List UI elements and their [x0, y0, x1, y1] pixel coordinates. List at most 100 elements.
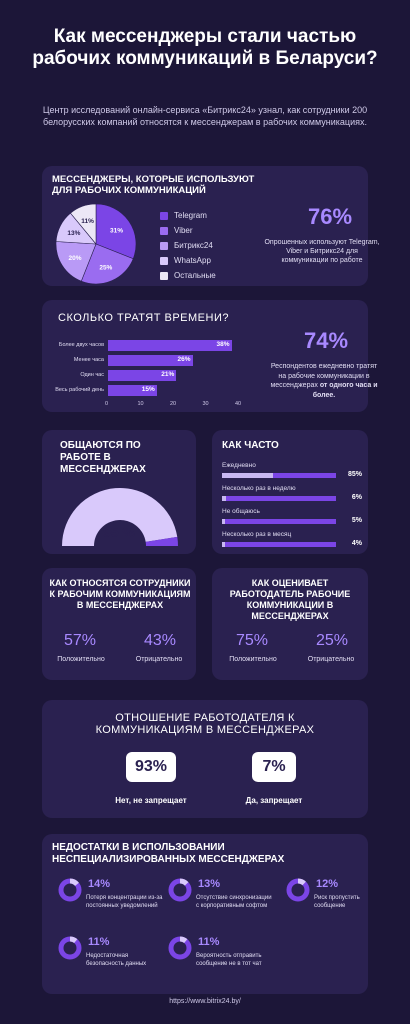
pie-slice-3	[55, 241, 97, 282]
pie-label-1: 31%	[110, 228, 123, 235]
intro-text: Центр исследований онлайн-сервиса «Битри…	[42, 105, 368, 127]
time-bar: 15%	[108, 385, 157, 396]
frequency-heading: КАК ЧАСТО	[222, 440, 279, 451]
time-heading: СКОЛЬКО ТРАТЯТ ВРЕМЕНИ?	[58, 312, 229, 324]
communicate-heading: ОБЩАЮТСЯ ПО РАБОТЕ В МЕССЕНДЖЕРАХ	[60, 440, 146, 475]
communicate-value: 95 %	[103, 524, 135, 540]
employer-attitude-right-value: 7%	[252, 752, 296, 782]
frequency-label: Несколько раз в месяц	[222, 531, 292, 538]
drawback-label: Потеря концентрации из-за постоянных уве…	[86, 895, 163, 909]
drawback-label: Отсутствие синхронизации с корпоративным…	[196, 895, 272, 909]
time-bar-label: Более двух часов	[58, 342, 104, 348]
employer-attitude-left-value: 93%	[126, 752, 176, 782]
drawback-item: 11% Вероятность отправить сообщение не в …	[168, 936, 278, 986]
time-note: Респондентов ежедневно тратят на рабочие…	[268, 362, 380, 400]
time-bar: 38%	[108, 340, 232, 351]
pie-label-4: 13%	[67, 230, 80, 237]
time-bar-value: 15%	[141, 386, 155, 393]
donut-fill	[58, 878, 82, 902]
employees-positive-label: Положительно	[57, 656, 105, 663]
messengers-card: МЕССЕНДЖЕРЫ, КОТОРЫЕ ИСПОЛЬЗУЮТ ДЛЯ РАБО…	[42, 166, 380, 286]
time-bar-row: Весь рабочий день 15%	[42, 385, 242, 397]
time-bar-label: Весь рабочий день	[55, 387, 104, 393]
employer-attitude-heading: ОТНОШЕНИЕ РАБОТОДАТЕЛЯ К КОММУНИКАЦИЯМ В…	[95, 712, 315, 736]
employer-attitude-card: ОТНОШЕНИЕ РАБОТОДАТЕЛЯ К КОММУНИКАЦИЯМ В…	[42, 700, 368, 818]
frequency-row: Несколько раз в месяц 4%	[222, 531, 362, 551]
employer-eval-heading: КАК ОЦЕНИВАЕТ РАБОТОДАТЕЛЬ РАБОЧИЕ КОММУ…	[229, 578, 351, 621]
pie-label-2: 25%	[99, 264, 112, 271]
frequency-fill	[222, 542, 225, 547]
gauge-rest	[145, 536, 178, 546]
donut-track	[286, 878, 310, 902]
frequency-label: Несколько раз в неделю	[222, 485, 296, 492]
donut-track	[58, 936, 82, 960]
employer-eval-card: КАК ОЦЕНИВАЕТ РАБОТОДАТЕЛЬ РАБОЧИЕ КОММУ…	[212, 568, 368, 680]
time-bar: 21%	[108, 370, 177, 381]
employer-eval-negative-label: Отрицательно	[307, 656, 355, 663]
frequency-row: Не общаюсь 5%	[222, 508, 362, 528]
drawback-value: 12%	[316, 878, 339, 890]
time-bar: 26%	[108, 355, 193, 366]
drawback-item: 13% Отсутствие синхронизации с корпоратив…	[168, 878, 278, 928]
frequency-row: Ежедневно 85%	[222, 462, 362, 482]
employees-negative-value: 43%	[143, 632, 177, 649]
frequency-track	[222, 496, 336, 501]
frequency-track	[222, 473, 336, 478]
donut-track	[168, 936, 192, 960]
legend-swatch	[160, 271, 168, 280]
footer-link[interactable]: https://www.bitrix24.by/	[169, 998, 241, 1005]
employer-attitude-right-label: Да, запрещает	[245, 796, 303, 805]
time-bar-label: Менее часа	[73, 357, 104, 363]
employees-heading: КАК ОТНОСЯТСЯ СОТРУДНИКИ К РАБОЧИМ КОММУ…	[49, 578, 191, 610]
time-bar-value: 38%	[216, 341, 230, 348]
drawback-value: 11%	[198, 936, 220, 948]
employees-negative-label: Отрицательно	[135, 656, 183, 663]
time-note-bold: от одного часа и более.	[312, 382, 378, 399]
frequency-fill	[222, 496, 226, 501]
time-bar-row: Более двух часов 38%	[42, 340, 242, 352]
drawbacks-heading: НЕДОСТАТКИ В ИСПОЛЬЗОВАНИИ НЕСПЕЦИАЛИЗИР…	[52, 842, 285, 865]
donut-fill	[58, 936, 82, 960]
drawback-value: 11%	[88, 936, 110, 948]
donut-fill	[168, 878, 192, 902]
legend-label: Viber	[174, 226, 193, 235]
messengers-note: Опрошенных используют Telegram, Viber и …	[264, 239, 380, 264]
time-note-prefix: Респондентов ежедневно тратят на рабочие…	[270, 363, 378, 389]
frequency-card: КАК ЧАСТО Ежедневно 85% Несколько раз в не…	[212, 430, 368, 554]
legend-swatch	[160, 226, 168, 235]
legend-item: Остальные	[160, 268, 216, 283]
drawback-label: Недостаточная безопасность данных	[86, 953, 147, 967]
legend-swatch	[160, 256, 168, 265]
page-title: Как мессенджеры стали частью рабочих ком…	[32, 26, 378, 69]
donut-fill	[286, 878, 310, 902]
donut-fill	[168, 936, 192, 960]
frequency-row: Несколько раз в неделю 6%	[222, 485, 362, 505]
employer-eval-positive-label: Положительно	[229, 656, 277, 663]
legend-label: WhatsApp	[174, 256, 211, 265]
frequency-track	[222, 542, 336, 547]
time-bar-value: 21%	[161, 371, 175, 378]
gauge-fill	[62, 487, 178, 546]
drawbacks-card: НЕДОСТАТКИ В ИСПОЛЬЗОВАНИИ НЕСПЕЦИАЛИЗИР…	[42, 834, 368, 994]
pie-slice-2	[80, 243, 134, 285]
frequency-label: Ежедневно	[222, 462, 256, 469]
drawback-item: 14% Потеря концентрации из-за постоянных …	[58, 878, 168, 928]
pie-label-5: 11%	[81, 218, 94, 225]
frequency-fill	[222, 519, 225, 524]
pie-slice-5	[70, 203, 97, 245]
frequency-value: 4%	[351, 540, 362, 547]
employer-attitude-left-label: Нет, не запрещает	[115, 796, 187, 805]
time-big-value: 74%	[304, 328, 349, 353]
drawback-label: Вероятность отправить сообщение не в тот…	[196, 953, 262, 967]
legend-label: Битрикс24	[174, 241, 213, 250]
messengers-legend: Telegram Viber Битрикс24 WhatsApp Остальные	[160, 208, 216, 283]
time-axis-tick: 10	[137, 401, 144, 407]
legend-label: Остальные	[174, 271, 216, 280]
messengers-heading: МЕССЕНДЖЕРЫ, КОТОРЫЕ ИСПОЛЬЗУЮТ ДЛЯ РАБО…	[52, 174, 255, 196]
time-axis-tick: 40	[235, 401, 242, 407]
donut-icon	[168, 936, 192, 960]
drawback-item: 11% Недостаточная безопасность данных	[58, 936, 168, 986]
frequency-track	[222, 519, 336, 524]
frequency-label: Не общаюсь	[222, 508, 260, 515]
time-axis-tick: 30	[202, 401, 209, 407]
